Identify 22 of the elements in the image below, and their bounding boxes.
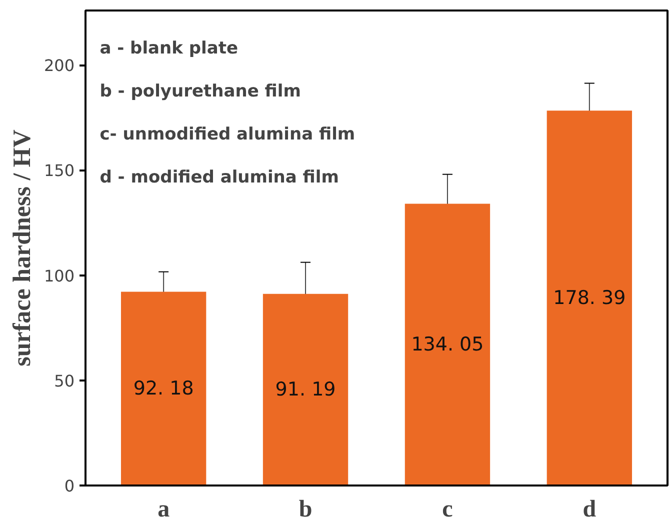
- x-tick-label: a: [158, 496, 170, 522]
- x-tick-label: b: [298, 496, 312, 522]
- x-tick-label: d: [582, 496, 597, 522]
- y-tick-label: 200: [44, 56, 75, 76]
- data-label: 91. 19: [275, 378, 336, 401]
- y-tick-label: 50: [54, 371, 74, 390]
- y-tick-label: 100: [44, 266, 75, 286]
- x-tick-label: c: [442, 496, 454, 522]
- y-axis-title: surface hardness / HV: [8, 130, 36, 366]
- annotation: a - blank plate: [100, 38, 238, 58]
- y-tick-label: 150: [44, 161, 75, 180]
- bar: [120, 292, 206, 486]
- bar: [546, 110, 632, 486]
- bar: [262, 294, 348, 486]
- data-label: 134. 05: [411, 334, 484, 356]
- data-label: 92. 18: [133, 378, 194, 400]
- bar: [404, 204, 490, 486]
- annotation: c- unmodified alumina film: [100, 124, 356, 145]
- y-tick-label: 0: [64, 476, 75, 496]
- annotation: d - modified alumina film: [100, 168, 339, 188]
- annotation: b - polyurethane film: [100, 81, 301, 102]
- data-label: 178. 39: [553, 287, 626, 310]
